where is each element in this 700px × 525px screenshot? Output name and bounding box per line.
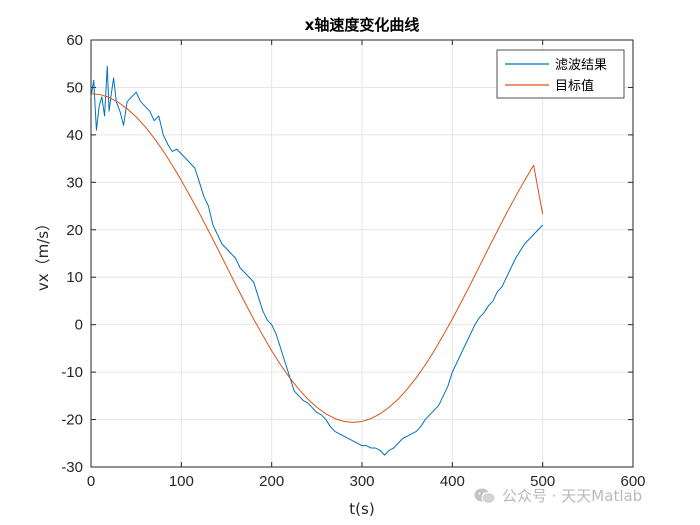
legend-label-filtered: 滤波结果 <box>555 58 607 73</box>
y-tick-label: 60 <box>66 32 83 49</box>
x-tick-label: 300 <box>349 473 374 490</box>
series-line-filtered <box>90 65 544 456</box>
legend-box <box>496 49 625 99</box>
series-line-target <box>90 93 544 423</box>
chart-title: x轴速度变化曲线 <box>305 16 420 34</box>
x-tick-label: 500 <box>530 473 555 490</box>
grid <box>90 39 634 468</box>
legend-label-target: 目标值 <box>555 78 594 94</box>
series-layer <box>90 65 544 456</box>
y-axis-title: vx（m/s） <box>34 216 52 291</box>
watermark: 公众号 · 天天Matlab <box>474 485 642 506</box>
wechat-icon <box>474 488 496 504</box>
watermark-text: 公众号 · 天天Matlab <box>502 487 643 505</box>
y-tick-label: 20 <box>66 222 83 239</box>
x-axis-title: t(s) <box>349 500 374 518</box>
axis-ticks: 0 100 200 300 400 500 600 -30 -20 -10 0 10 20 30 40 50 6… <box>61 32 645 490</box>
y-tick-label: -30 <box>61 459 83 476</box>
y-tick-label: -20 <box>61 412 83 429</box>
y-tick-label: 50 <box>66 79 83 96</box>
y-tick-label: 40 <box>66 127 83 144</box>
y-tick-label: 30 <box>66 174 83 191</box>
x-tick-label: 100 <box>169 473 194 490</box>
x-tick-label: 200 <box>259 473 284 490</box>
legend: 滤波结果 目标值 <box>496 49 625 99</box>
x-tick-label: 600 <box>620 473 645 490</box>
y-tick-label: 0 <box>75 317 83 334</box>
y-tick-label: -10 <box>61 364 83 381</box>
y-tick-label: 10 <box>66 269 83 286</box>
x-tick-label: 0 <box>87 473 95 490</box>
x-tick-label: 400 <box>440 473 465 490</box>
